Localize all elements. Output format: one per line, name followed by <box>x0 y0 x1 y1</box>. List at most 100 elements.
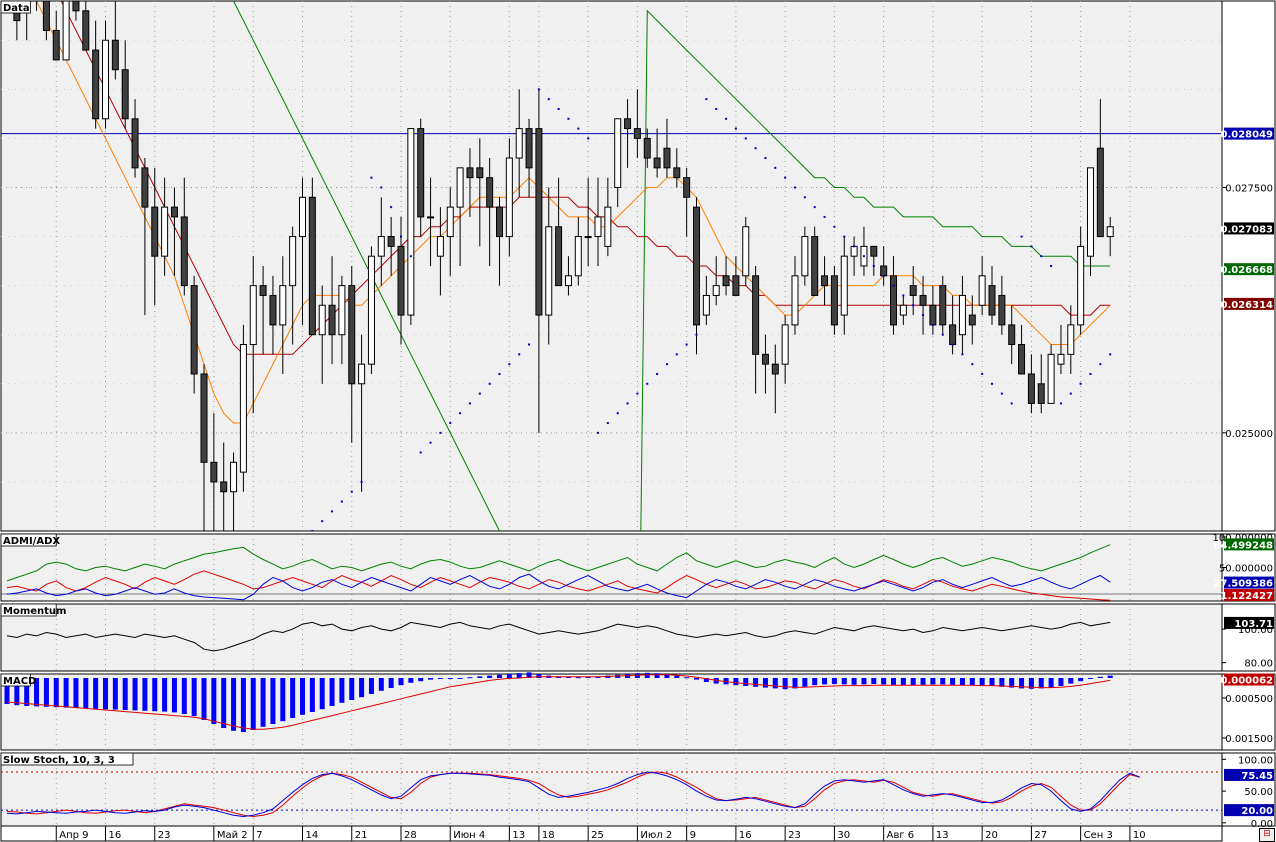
x-tick-label: 20 <box>985 830 998 841</box>
candle <box>230 452 238 531</box>
sar-dot <box>390 206 393 209</box>
sar-dot <box>931 323 934 326</box>
candle-body-down <box>761 353 769 365</box>
macd-bar <box>73 678 79 708</box>
macd-bar <box>240 678 246 732</box>
candle-body-up <box>289 236 297 287</box>
candle <box>633 89 641 159</box>
macd-bar <box>339 678 345 703</box>
candle <box>712 256 720 306</box>
candle <box>72 1 80 21</box>
x-tick-label: Авг 6 <box>887 830 915 841</box>
macd-bar <box>1078 678 1084 682</box>
macd-bar <box>221 678 227 728</box>
sar-dot <box>468 402 471 405</box>
candle-body-up <box>230 461 238 493</box>
candle <box>624 99 632 168</box>
x-tick-label: Июл 2 <box>640 830 672 841</box>
candle-body-down <box>909 285 917 296</box>
candle-body-up <box>358 363 366 385</box>
candle <box>387 216 395 276</box>
x-tick-label: 25 <box>591 830 604 841</box>
macd-bar <box>181 678 187 714</box>
candle-body-down <box>1027 373 1035 404</box>
candle <box>161 177 169 276</box>
candle <box>614 118 622 208</box>
candle-body-up <box>712 285 720 296</box>
macd-bar <box>1097 676 1103 678</box>
candle <box>328 256 336 365</box>
x-tick-label: 13 <box>512 830 525 841</box>
candle <box>870 245 878 276</box>
sar-dot <box>1079 382 1082 385</box>
candle <box>890 256 897 335</box>
candle-body-down <box>417 128 425 218</box>
candle-body-down <box>387 236 395 247</box>
candle <box>998 275 1006 335</box>
candle-body-up <box>545 226 553 316</box>
candle <box>604 177 612 257</box>
macd-bar <box>969 678 975 686</box>
candle <box>722 256 730 296</box>
candle-body-up <box>427 216 435 219</box>
sar-dot <box>459 412 462 415</box>
macd-bar <box>1019 678 1025 689</box>
macd-bar <box>122 678 128 710</box>
candle-body-up <box>338 285 346 336</box>
adx-tag-1-tag-bg <box>1224 576 1274 589</box>
macd-bar <box>231 678 237 731</box>
macd-bar <box>536 674 542 678</box>
candle <box>525 118 533 198</box>
candle-body-down <box>870 245 878 257</box>
stoch-signal-line <box>6 771 1140 818</box>
macd-bar <box>565 676 571 678</box>
main-pane: Data 0.025000 0.027500 0.028049 0.027083 0.02… <box>0 0 1276 532</box>
candle <box>958 275 966 355</box>
x-tick-label: 10 <box>1133 830 1146 841</box>
candle-body-down <box>131 118 139 169</box>
sar-dot <box>862 255 865 258</box>
sar-dot <box>1069 392 1072 395</box>
main-price-1-tag: 0.027083 <box>1220 224 1273 235</box>
candle <box>92 20 100 129</box>
sar-dot <box>754 147 757 150</box>
chart-settings-button[interactable]: ⊟ <box>1259 828 1275 842</box>
sar-dot <box>685 343 688 346</box>
macd-bar <box>457 678 463 679</box>
sar-dot <box>843 235 846 238</box>
candle-body-down <box>939 285 947 326</box>
candle-body-down <box>151 206 159 257</box>
sar-dot <box>1010 402 1013 405</box>
sar-dot <box>902 294 905 297</box>
macd-pane-label: MACD <box>3 676 36 687</box>
sar-dot <box>360 480 363 483</box>
sar-dot <box>626 402 629 405</box>
adx-tag-0-tag: 84.499248 <box>1214 540 1274 551</box>
macd-bar <box>270 678 276 724</box>
candle <box>821 256 829 306</box>
candle <box>42 1 50 41</box>
macd-bar <box>950 678 956 685</box>
macd-bar <box>250 678 256 730</box>
candle-body-down <box>72 1 80 12</box>
sar-dot <box>803 196 806 199</box>
candle <box>466 148 474 217</box>
candle-body-down <box>693 206 700 326</box>
candle-body-up <box>102 39 109 120</box>
candle-body-down <box>624 118 632 130</box>
plus-di-line <box>6 573 1111 601</box>
sar-dot <box>537 88 540 91</box>
candle <box>407 128 415 325</box>
candle-body-up <box>1047 353 1055 404</box>
sar-dot <box>744 137 747 140</box>
candle <box>427 177 435 266</box>
macd-bar <box>989 678 995 686</box>
candle <box>505 138 513 257</box>
candle <box>673 148 681 188</box>
sar-dot <box>813 206 816 209</box>
macd-bar <box>1088 678 1093 679</box>
candle <box>515 89 523 198</box>
candle-body-down <box>919 294 927 306</box>
momentum-axis-tick-label: 80.00 <box>1244 659 1273 670</box>
macd-pane-price-axis <box>1221 673 1276 751</box>
